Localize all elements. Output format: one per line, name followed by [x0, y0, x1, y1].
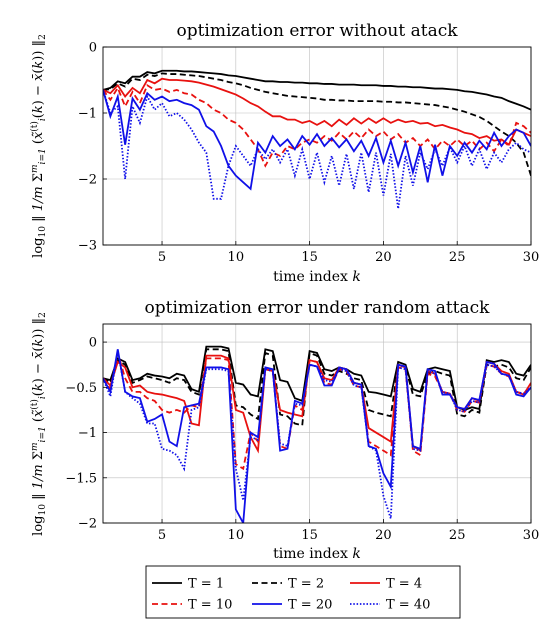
- series-line-t40: [103, 350, 531, 519]
- x-tick-label: 20: [375, 528, 392, 543]
- x-tick-label: 10: [228, 528, 245, 543]
- chart-top: optimization error without atack 5 10 15 20…: [29, 21, 539, 285]
- series-line-t4: [103, 77, 531, 147]
- x-tick-label: 25: [449, 528, 466, 543]
- legend-label: T = 2: [288, 577, 324, 592]
- legend-label: T = 4: [386, 577, 422, 592]
- y-tick-label: −2: [78, 173, 97, 188]
- chart-top-xlabel: time index k: [273, 269, 361, 285]
- legend: T = 1 T = 2 T = 4 T = 10 T = 20 T = 40: [145, 565, 461, 619]
- series-line-t40: [103, 89, 531, 209]
- legend-label: T = 1: [188, 577, 224, 592]
- chart-top-title: optimization error without atack: [176, 21, 458, 41]
- chart-bottom-ylabel: log10 ‖ 1/m Σmi=1 (x̃(t)i(k) − x̄(k)) ‖2: [29, 312, 48, 536]
- x-tick-label: 20: [375, 250, 392, 265]
- chart-bottom-frame: [102, 323, 532, 524]
- x-tick-label: 15: [301, 528, 318, 543]
- chart-top-ylabel: log10 ‖ 1/m Σmi=1 (x̃(t)i(k) − x̄(k)) ‖2: [29, 34, 48, 258]
- chart-bottom: optimization error under random attack 5…: [29, 298, 539, 562]
- y-tick-label: −3: [78, 239, 97, 254]
- chart-top-frame: [102, 46, 532, 246]
- chart-top-xticks: 5 10 15 20 25 30: [158, 241, 539, 265]
- chart-bottom-yticks: −2 −1.5 −1 −0.5 0: [65, 336, 107, 532]
- series-line-t1: [103, 69, 531, 111]
- y-tick-label: −2: [78, 517, 97, 532]
- chart-top-yticks: −3 −2 −1 0: [78, 41, 107, 254]
- legend-label: T = 40: [386, 598, 430, 613]
- x-tick-label: 25: [449, 250, 466, 265]
- x-tick-label: 30: [523, 250, 540, 265]
- series-line-t20: [103, 349, 531, 523]
- series-line-t2: [103, 348, 531, 427]
- series-line-t10: [103, 83, 531, 168]
- chart-bottom-xticks: 5 10 15 20 25 30: [158, 519, 539, 543]
- x-tick-label: 10: [228, 250, 245, 265]
- x-tick-label: 5: [158, 250, 166, 265]
- chart-top-series: [103, 69, 531, 209]
- series-line-t10: [103, 352, 531, 471]
- x-tick-label: 30: [523, 528, 540, 543]
- y-tick-label: −1: [78, 107, 97, 122]
- series-line-t20: [103, 89, 531, 191]
- legend-label: T = 20: [288, 598, 332, 613]
- series-line-t2: [103, 72, 531, 176]
- chart-bottom-xlabel: time index k: [273, 546, 361, 562]
- y-tick-label: −1.5: [65, 471, 97, 486]
- x-tick-label: 15: [301, 250, 318, 265]
- y-tick-label: −0.5: [65, 381, 97, 396]
- chart-bottom-series: [103, 345, 531, 523]
- y-tick-label: −1: [78, 426, 97, 441]
- y-tick-label: 0: [89, 336, 97, 351]
- y-tick-label: 0: [89, 41, 97, 56]
- legend-label: T = 10: [188, 598, 232, 613]
- chart-bottom-title: optimization error under random attack: [145, 298, 491, 318]
- legend-box: [145, 565, 461, 619]
- x-tick-label: 5: [158, 528, 166, 543]
